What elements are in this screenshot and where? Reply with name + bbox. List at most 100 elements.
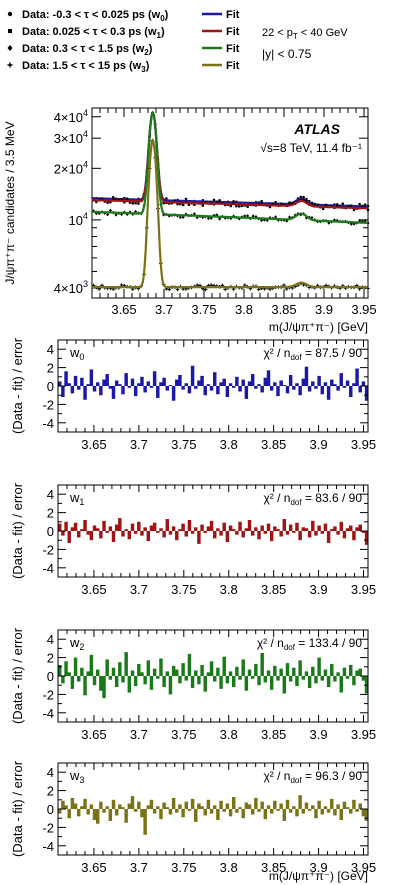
pt-cut: 22 < pT < 40 GeV	[262, 27, 348, 41]
pull-bar	[358, 386, 362, 393]
data-point	[271, 202, 274, 205]
pull-bar	[276, 676, 280, 681]
pull-bar	[194, 809, 198, 822]
pull-bar	[273, 382, 277, 386]
x-tick-label: 3.75	[171, 727, 196, 742]
data-point	[165, 197, 168, 200]
pull-bar	[241, 809, 245, 819]
pull-bar	[355, 670, 359, 676]
pull-bar	[168, 676, 173, 695]
legend-marker	[7, 45, 13, 51]
legend-fit-label: Fit	[226, 26, 240, 38]
data-point	[162, 212, 166, 217]
pull-bar	[311, 805, 315, 809]
pull-bar	[317, 525, 321, 531]
data-point	[240, 204, 244, 208]
pull-bar	[73, 375, 78, 386]
data-point	[302, 198, 305, 202]
pull-bar	[311, 666, 315, 676]
y-tick-label: 4	[47, 342, 54, 357]
legend-fit-label: Fit	[226, 9, 240, 21]
pull-bar	[165, 386, 170, 391]
pull-bar	[127, 676, 132, 693]
legend-marker	[8, 29, 12, 33]
data-point	[173, 199, 176, 203]
pull-bar	[127, 803, 132, 809]
pull-bar	[333, 526, 337, 531]
bottom-x-axis-label: m(J/ψπ⁺π⁻) [GeV]	[269, 869, 368, 883]
y-tick-label: -4	[42, 839, 54, 854]
pull-bar	[326, 809, 331, 813]
pull-bar	[58, 523, 62, 531]
pull-bar	[349, 525, 353, 531]
pull-bar	[219, 531, 223, 536]
pull-bar	[171, 386, 176, 401]
panel-label: w2	[69, 635, 84, 652]
y-tick-label: 0	[47, 379, 54, 394]
pull-bar	[92, 386, 97, 392]
pull-bar	[273, 526, 277, 531]
legend-marker	[7, 62, 13, 68]
pull-bar	[298, 531, 302, 541]
y-axis-label: (Data - fit) / error	[10, 627, 25, 724]
pull-bar	[105, 659, 109, 676]
pull-bar	[143, 386, 147, 393]
pull-bar	[361, 381, 366, 386]
y-axis-label: (Data - fit) / error	[10, 337, 25, 434]
x-tick-label: 3.7	[130, 582, 148, 597]
pull-bar	[89, 531, 94, 541]
pull-bar	[175, 531, 179, 541]
pull-bar	[168, 809, 173, 815]
energy-label: √s=8 TeV, 11.4 fb⁻¹	[260, 141, 362, 155]
x-tick-label: 3.65	[81, 860, 106, 875]
pull-bar	[80, 806, 84, 809]
pull-bar	[339, 676, 343, 693]
pull-bar	[200, 524, 204, 531]
pull-bar	[301, 676, 306, 680]
data-point	[109, 200, 112, 204]
y-tick-label: -4	[42, 706, 54, 721]
pull-bar	[137, 383, 141, 386]
pull-bar	[114, 676, 119, 688]
pull-bar	[187, 386, 192, 394]
y-tick-label: 4	[47, 632, 54, 647]
pull-bar	[124, 652, 128, 676]
pull-bar	[288, 809, 293, 813]
pull-bar	[197, 803, 201, 809]
pull-bar	[61, 676, 65, 684]
pull-bar	[279, 531, 283, 537]
x-tick-label: 3.65	[81, 437, 106, 452]
pull-bar	[235, 809, 239, 813]
pull-bar	[178, 676, 182, 684]
pull-bar	[108, 676, 113, 680]
legend-label: Data: 1.5 < τ < 15 ps (w3)	[22, 60, 150, 74]
data-point	[201, 215, 205, 220]
data-point	[341, 202, 345, 205]
pull-bar	[339, 373, 343, 386]
pull-bar	[184, 531, 188, 537]
pull-bar	[314, 809, 318, 819]
pull-bar	[225, 803, 230, 809]
y-tick-label: 2×104	[54, 159, 88, 176]
pull-bar	[121, 386, 125, 395]
pull-bar	[361, 809, 366, 817]
pull-bar	[336, 804, 340, 809]
pull-bar	[222, 656, 226, 676]
data-point	[232, 201, 235, 204]
pull-bar	[140, 809, 144, 818]
pull-bar	[108, 526, 113, 531]
pull-bar	[228, 671, 233, 676]
x-tick-label: 3.8	[220, 860, 238, 875]
pull-bar	[364, 386, 369, 401]
pull-bar	[219, 800, 223, 809]
pull-bar	[333, 384, 337, 386]
fit-curve	[92, 110, 368, 224]
pull-bar	[241, 659, 245, 676]
pull-bar	[266, 523, 271, 531]
pull-bar	[95, 809, 100, 824]
pull-bar	[181, 663, 185, 676]
pull-bar	[99, 676, 103, 691]
pull-bar	[323, 806, 328, 809]
pull-bar	[83, 798, 87, 809]
pull-bar	[95, 528, 100, 531]
